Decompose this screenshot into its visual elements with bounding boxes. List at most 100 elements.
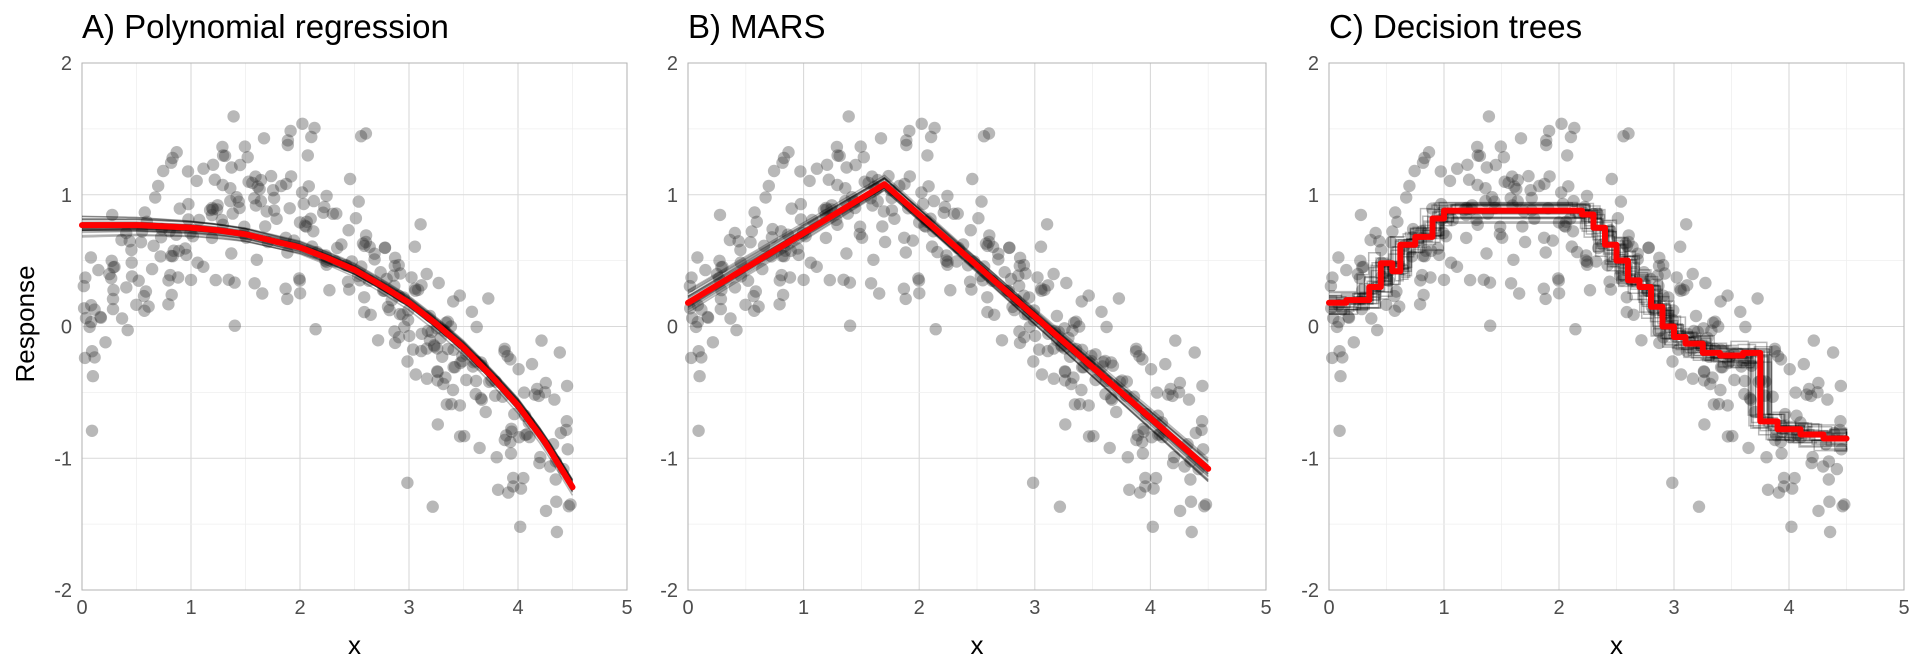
data-point — [167, 244, 180, 257]
data-point — [1461, 158, 1474, 171]
data-point — [864, 277, 878, 290]
data-point — [1489, 158, 1503, 172]
data-point — [1662, 291, 1675, 304]
data-point — [444, 320, 458, 333]
data-point — [241, 151, 254, 164]
data-point — [248, 192, 261, 205]
data-point — [1137, 422, 1150, 435]
data-point — [267, 191, 281, 205]
data-point — [1434, 165, 1448, 178]
data-point — [388, 251, 402, 264]
data-point — [364, 308, 377, 321]
data-point — [925, 240, 939, 253]
data-point — [293, 274, 306, 287]
data-point — [792, 248, 805, 262]
data-point — [293, 287, 307, 300]
data-point — [458, 429, 471, 443]
data-point — [1794, 416, 1807, 429]
data-point — [1627, 308, 1640, 321]
data-point — [1705, 324, 1718, 337]
data-point — [1027, 355, 1040, 368]
data-point — [1561, 149, 1574, 162]
data-point — [1178, 460, 1191, 473]
data-point — [1136, 353, 1149, 366]
data-point — [732, 235, 745, 248]
data-point — [833, 149, 846, 163]
data-point — [1417, 288, 1430, 302]
data-point — [981, 291, 994, 304]
data-point — [810, 162, 824, 175]
data-point — [1385, 236, 1398, 249]
data-point — [1480, 247, 1493, 260]
data-point — [1605, 172, 1619, 186]
data-point — [1393, 300, 1406, 313]
data-point — [1631, 247, 1644, 260]
bootstrap-fit-line — [1329, 209, 1848, 441]
data-point — [323, 284, 336, 297]
data-point — [401, 355, 414, 368]
data-point — [85, 424, 99, 437]
data-point — [115, 312, 129, 325]
data-point — [831, 149, 844, 162]
data-point — [171, 271, 185, 284]
data-point — [1739, 320, 1752, 334]
data-point — [105, 272, 118, 285]
data-point — [1706, 371, 1719, 384]
data-point — [1611, 212, 1625, 225]
data-point — [685, 271, 698, 284]
data-point — [1698, 418, 1711, 431]
data-point — [561, 443, 574, 456]
data-point — [1622, 235, 1635, 249]
data-point — [1354, 254, 1367, 267]
data-point — [1686, 267, 1699, 281]
data-point — [1807, 334, 1821, 347]
panel-border — [1328, 62, 1905, 591]
data-point — [1653, 336, 1666, 350]
data-point — [392, 258, 405, 272]
data-point — [108, 260, 121, 274]
data-point — [1812, 376, 1825, 390]
data-point — [1510, 182, 1523, 196]
data-point — [1728, 373, 1741, 387]
data-point — [1166, 456, 1180, 470]
data-point — [1013, 279, 1026, 293]
data-point — [209, 273, 222, 287]
data-point — [1726, 429, 1739, 443]
data-point — [1133, 349, 1146, 363]
data-point — [855, 231, 869, 244]
data-point — [791, 242, 804, 255]
data-point — [1546, 234, 1559, 247]
data-point — [776, 249, 789, 263]
data-point — [1104, 392, 1118, 405]
data-point — [1144, 363, 1158, 376]
data-point — [1786, 482, 1799, 495]
data-point — [106, 302, 120, 316]
data-point — [94, 311, 108, 324]
data-point — [693, 370, 706, 383]
data-point — [981, 305, 994, 319]
data-point — [1620, 239, 1634, 253]
data-point — [1066, 324, 1079, 337]
x-tick-label: 0 — [1323, 597, 1334, 619]
data-point — [88, 303, 101, 316]
data-point — [205, 208, 219, 222]
data-point — [268, 204, 281, 217]
data-point — [1804, 389, 1818, 403]
data-point — [279, 282, 292, 295]
x-tick-label: 2 — [914, 597, 925, 619]
data-point — [335, 238, 348, 251]
data-point — [1564, 212, 1577, 225]
data-point — [1085, 349, 1098, 363]
data-point — [465, 305, 479, 318]
data-point — [701, 310, 714, 324]
data-point — [1551, 272, 1565, 285]
data-point — [1089, 348, 1102, 361]
y-tick-label: 1 — [1308, 185, 1319, 207]
data-point — [1778, 407, 1792, 421]
data-point — [226, 207, 239, 220]
data-point — [421, 324, 435, 338]
data-point — [1019, 267, 1032, 280]
data-point — [388, 336, 402, 350]
data-point — [1038, 283, 1051, 297]
data-point — [1788, 471, 1801, 485]
